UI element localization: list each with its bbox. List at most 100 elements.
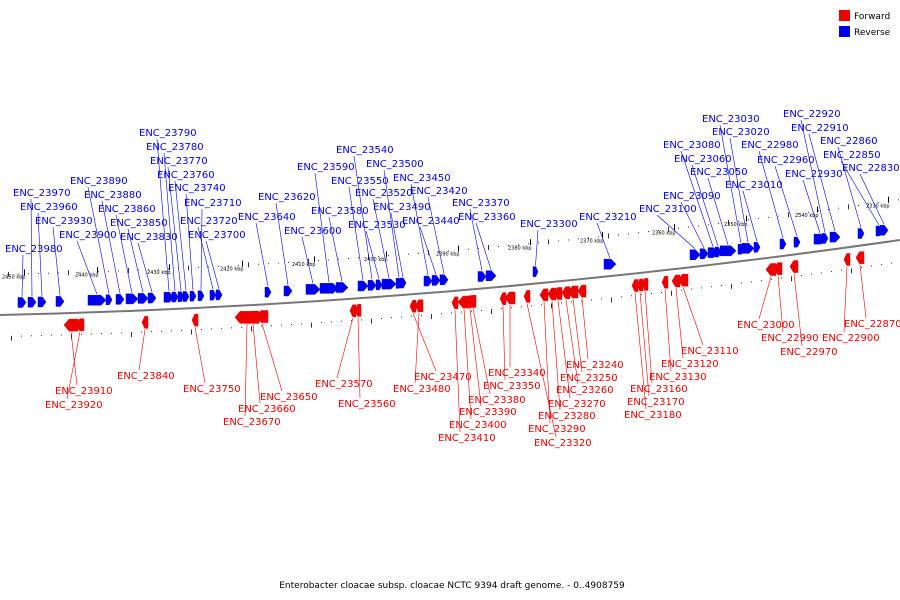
ruler-tick <box>438 251 439 253</box>
ruler-tick <box>851 268 852 274</box>
gene-leader-line <box>837 146 862 228</box>
gene-label-reverse: ENC_23960 <box>20 202 78 213</box>
gene-label-forward: ENC_23320 <box>534 438 592 449</box>
gene-label-reverse: ENC_23490 <box>373 202 431 213</box>
ruler-tick <box>498 246 499 248</box>
ruler-tick <box>168 268 169 270</box>
gene-label-forward: ENC_23180 <box>624 410 682 421</box>
gene-label-forward: ENC_23410 <box>438 433 496 444</box>
ruler-tick <box>781 277 782 279</box>
gene-label-reverse: ENC_23450 <box>393 173 451 184</box>
gene-arrow-reverse <box>439 274 449 285</box>
ruler-tick <box>491 308 492 314</box>
ruler-tick <box>308 258 309 264</box>
gene-leader-line <box>410 183 429 276</box>
ruler-tick <box>878 202 879 204</box>
gene-leader-line <box>551 301 561 411</box>
ruler-tick <box>158 268 159 270</box>
gene-label-forward: ENC_22970 <box>780 347 838 358</box>
gene-label-forward: ENC_23250 <box>560 373 618 384</box>
ruler-tick <box>321 322 322 324</box>
ruler-tick <box>128 268 129 274</box>
gene-leader-line <box>275 202 289 286</box>
ruler-tick <box>271 325 272 327</box>
gene-arrow-forward <box>354 304 362 317</box>
ruler-tick <box>261 325 262 327</box>
gene-label-reverse: ENC_23790 <box>139 128 197 139</box>
kbp-label: 2390 kbp <box>436 252 460 258</box>
ruler-tick <box>131 332 132 338</box>
ruler-tick <box>758 218 759 220</box>
gene-arrow-forward <box>631 279 639 292</box>
gene-arrow-forward <box>141 316 149 329</box>
ruler-tick <box>68 270 69 276</box>
ruler-tick <box>778 215 779 217</box>
gene-label-forward: ENC_23350 <box>483 381 541 392</box>
gene-leader-line <box>336 317 354 379</box>
gene-arrow-forward <box>191 313 199 327</box>
gene-leader-line <box>793 273 803 347</box>
gene-leader-line <box>194 327 206 384</box>
gene-arrow-reverse <box>793 236 801 248</box>
gene-leader-line <box>777 275 784 333</box>
gene-arrow-reverse <box>125 293 139 305</box>
gene-label-reverse: ENC_23030 <box>702 114 760 125</box>
gene-leader-line <box>644 291 653 384</box>
ruler-tick <box>791 276 792 282</box>
gene-arrow-reverse <box>477 271 487 282</box>
ruler-tick <box>738 220 739 222</box>
gene-label-reverse: ENC_23020 <box>712 127 770 138</box>
gene-leader-line <box>557 300 571 399</box>
ruler-tick <box>151 331 152 333</box>
gene-arrow-reverse <box>741 243 755 254</box>
gene-label-reverse: ENC_23900 <box>59 230 117 241</box>
ruler-tick <box>221 327 222 329</box>
gene-arrow-forward <box>641 278 649 291</box>
gene-label-reverse: ENC_23710 <box>184 198 242 209</box>
gene-leader-line <box>357 317 361 399</box>
ruler-tick <box>891 262 892 264</box>
gene-leader-line <box>261 323 283 392</box>
genome-backbone <box>0 239 900 316</box>
ruler-tick <box>551 303 552 309</box>
ruler-tick <box>481 309 482 311</box>
gene-leader-line <box>252 324 261 404</box>
kbp-tick <box>817 206 818 213</box>
ruler-tick <box>728 219 729 225</box>
gene-arrow-reverse <box>603 258 617 270</box>
gene-label-reverse: ENC_23740 <box>168 183 226 194</box>
gene-leader-line <box>137 242 153 293</box>
ruler-tick <box>91 333 92 335</box>
ruler-tick <box>688 226 689 228</box>
gene-arrow-reverse <box>423 275 433 287</box>
ruler-tick <box>568 239 569 241</box>
gene-leader-line <box>502 305 506 381</box>
gene-arrow-forward <box>349 304 357 317</box>
gene-label-forward: ENC_23290 <box>528 424 586 435</box>
ruler-tick <box>718 223 719 225</box>
ruler-tick <box>268 263 269 265</box>
gene-arrow-forward <box>247 310 259 324</box>
ruler-tick <box>841 269 842 271</box>
gene-arrow-forward <box>469 295 477 308</box>
gene-arrow-reverse <box>431 275 441 286</box>
kbp-tick <box>458 245 459 252</box>
gene-label-forward: ENC_23130 <box>649 372 707 383</box>
gene-leader-line <box>656 214 696 249</box>
ruler-tick <box>101 333 102 335</box>
ruler-tick <box>538 242 539 244</box>
gene-arrow-reverse <box>753 242 761 253</box>
gene-label-reverse: ENC_23500 <box>366 159 424 170</box>
gene-label-reverse: ENC_23370 <box>452 198 510 209</box>
gene-label-reverse: ENC_23300 <box>520 219 578 230</box>
gene-arrow-forward <box>765 263 777 276</box>
ruler-tick <box>678 227 679 229</box>
gene-leader-line <box>475 222 492 270</box>
gene-label-reverse: ENC_22980 <box>741 140 799 151</box>
ruler-tick <box>378 255 379 257</box>
gene-arrow-reverse <box>17 297 27 308</box>
gene-label-forward: ENC_23650 <box>260 392 318 403</box>
gene-arrow-forward <box>661 275 669 289</box>
gene-label-forward: ENC_23000 <box>737 320 795 331</box>
ruler-tick <box>8 271 9 277</box>
